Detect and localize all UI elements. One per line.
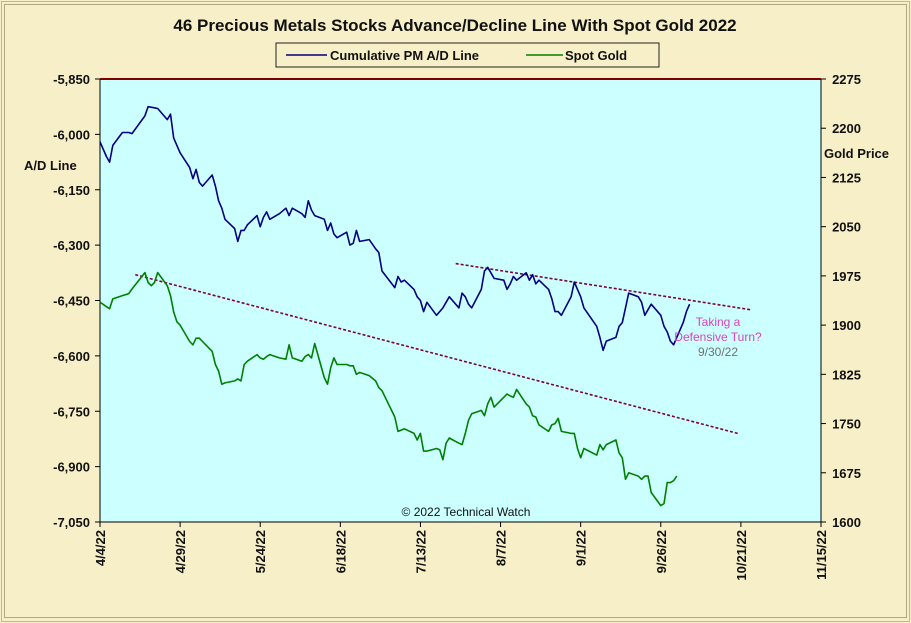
y-left-tick-label: -6,000: [53, 127, 90, 142]
y-left-tick-label: -6,150: [53, 183, 90, 198]
copyright-note: © 2022 Technical Watch: [402, 505, 531, 519]
y-right-tick-label: 2050: [832, 220, 861, 235]
x-tick-label: 4/29/22: [173, 530, 188, 573]
annotation-date-note: 9/30/22: [698, 345, 738, 359]
y-axis-left: -5,850 -6,000 -6,150 -6,300 -6,450 -6,600 -6,7…: [53, 72, 100, 530]
ad-line-series: [99, 105, 691, 352]
x-tick-label: 7/13/22: [413, 530, 428, 573]
x-tick-label: 11/15/22: [814, 530, 829, 580]
series-lines: [99, 105, 691, 507]
y-right-tick-label: 1975: [832, 269, 861, 284]
annotation-defensive-line1: Taking a: [696, 315, 741, 329]
y-right-tick-label: 2200: [832, 121, 861, 136]
y-left-tick-label: -6,300: [53, 238, 90, 253]
legend-label-gold: Spot Gold: [565, 48, 627, 63]
x-tick-label: 10/21/22: [734, 530, 749, 581]
legend: Cumulative PM A/D Line Spot Gold: [275, 42, 660, 68]
annotation-defensive-line2: Defensive Turn?: [674, 330, 762, 344]
y-right-tick-label: 1600: [832, 515, 861, 530]
trendlines: [100, 78, 821, 435]
x-axis: 4/4/22 4/29/22 5/24/22 6/18/22 7/13/22 8/7/22…: [93, 522, 829, 581]
x-tick-label: 5/24/22: [253, 530, 268, 573]
y-right-tick-label: 1900: [832, 318, 861, 333]
legend-label-ad-line: Cumulative PM A/D Line: [330, 48, 479, 63]
y-left-tick-label: -5,850: [53, 72, 90, 87]
chart-title: 46 Precious Metals Stocks Advance/Declin…: [173, 16, 736, 35]
y-left-tick-label: -7,050: [53, 515, 90, 530]
y-right-tick-label: 2275: [832, 72, 861, 87]
y-left-tick-label: -6,600: [53, 349, 90, 364]
y-right-tick-label: 1825: [832, 367, 861, 382]
y-left-tick-label: -6,450: [53, 294, 90, 309]
y-right-tick-label: 1675: [832, 466, 861, 481]
y-left-tick-label: -6,750: [53, 404, 90, 419]
x-tick-label: 8/7/22: [494, 530, 509, 566]
y-axis-right: 2275 2200 2125 2050 1975 1900 1825 1750 1675 1600: [821, 72, 861, 530]
y-axis-left-label: A/D Line: [24, 158, 77, 173]
y-right-tick-label: 2125: [832, 170, 861, 185]
y-right-tick-label: 1750: [832, 417, 861, 432]
trendline-1: [135, 273, 738, 435]
inner-border: [4, 4, 907, 618]
x-tick-label: 9/1/22: [574, 530, 589, 566]
spot-gold-series: [99, 271, 678, 507]
x-tick-label: 9/26/22: [654, 530, 669, 573]
x-tick-label: 4/4/22: [93, 530, 108, 566]
x-tick-label: 6/18/22: [333, 530, 348, 573]
legend-box: [275, 42, 660, 68]
y-left-tick-label: -6,900: [53, 460, 90, 475]
y-axis-right-label: Gold Price: [824, 146, 889, 161]
